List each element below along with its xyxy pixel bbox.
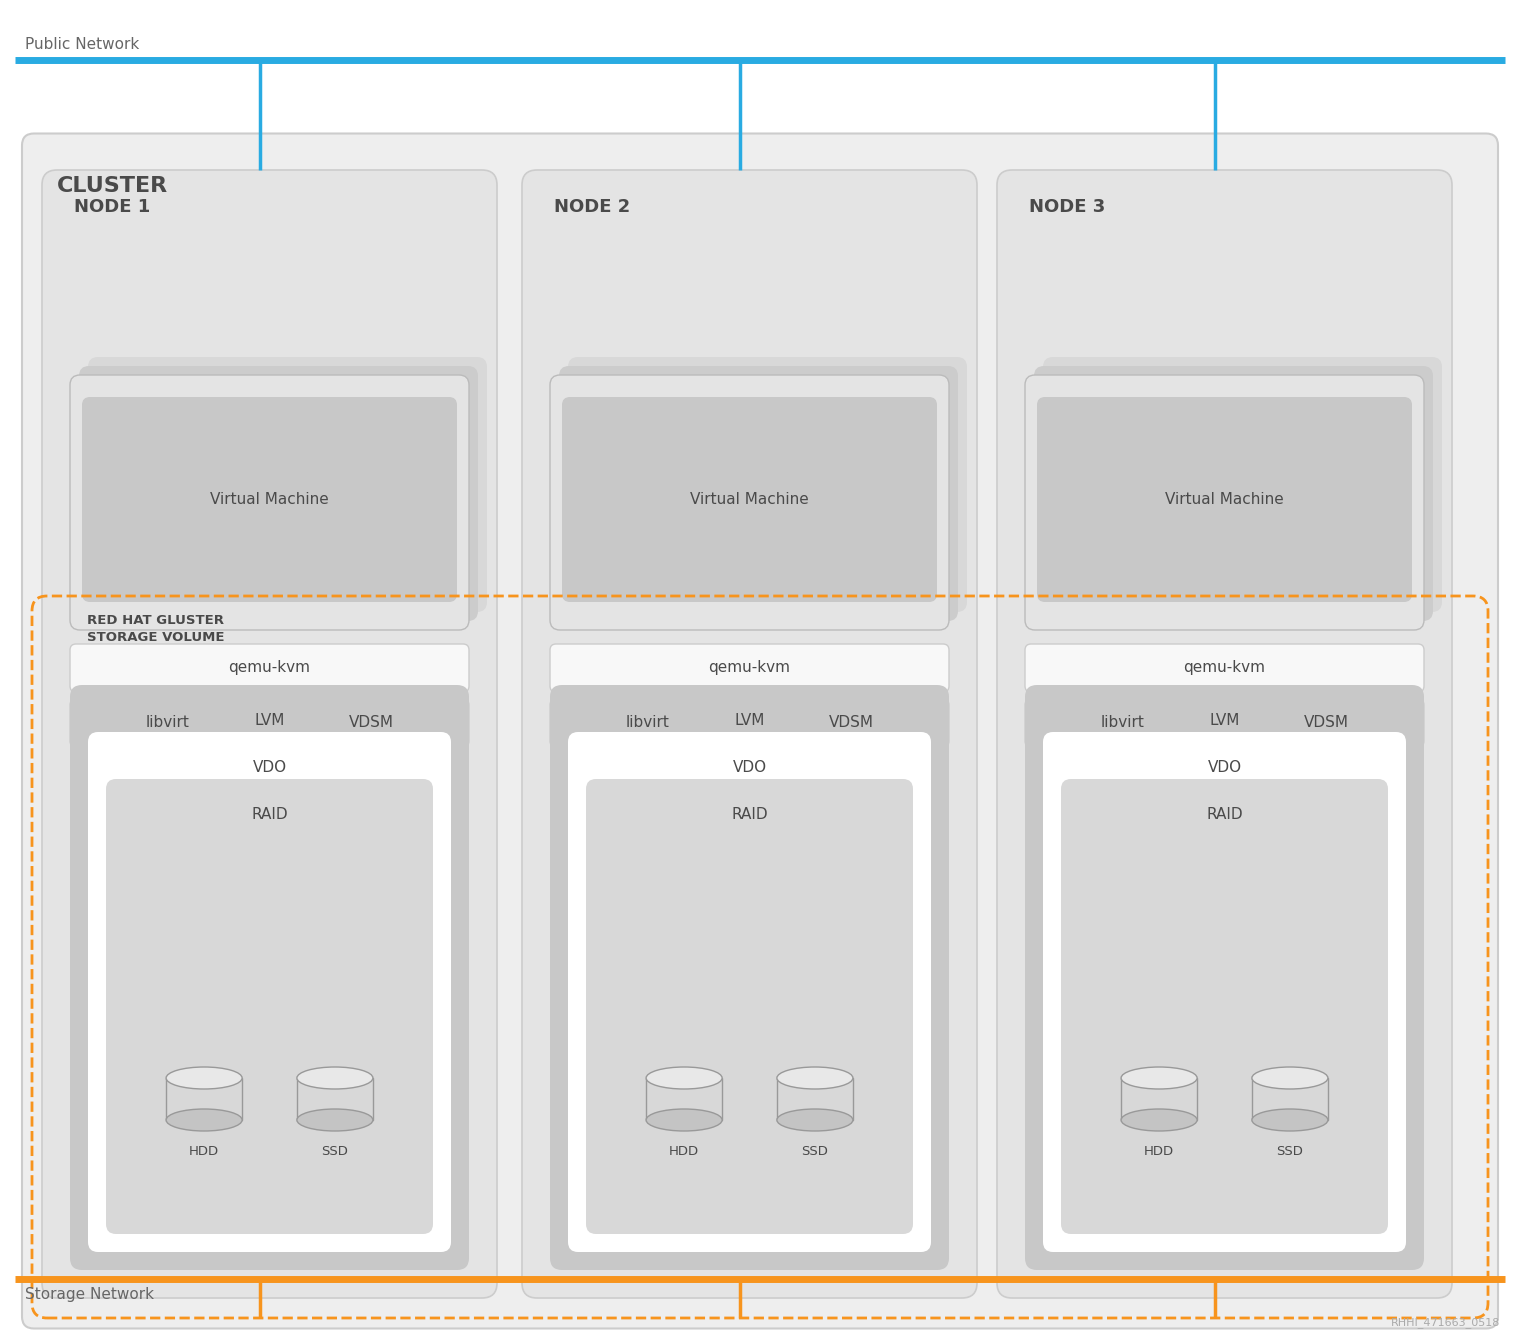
- Ellipse shape: [166, 1109, 242, 1132]
- Text: Virtual Machine: Virtual Machine: [690, 492, 809, 506]
- Bar: [777, 1078, 853, 1120]
- FancyBboxPatch shape: [559, 366, 958, 621]
- FancyBboxPatch shape: [79, 366, 477, 621]
- FancyBboxPatch shape: [88, 357, 486, 612]
- FancyBboxPatch shape: [43, 170, 497, 1299]
- FancyBboxPatch shape: [1024, 375, 1424, 631]
- Text: libvirt: libvirt: [626, 716, 670, 731]
- FancyBboxPatch shape: [562, 397, 936, 603]
- FancyBboxPatch shape: [70, 375, 470, 631]
- Text: VDSM: VDSM: [828, 716, 874, 731]
- Text: SSD: SSD: [1277, 1145, 1303, 1158]
- FancyBboxPatch shape: [550, 685, 948, 1271]
- Text: VDSM: VDSM: [348, 716, 394, 731]
- FancyBboxPatch shape: [88, 732, 451, 1252]
- Ellipse shape: [296, 1067, 372, 1089]
- Text: qemu-kvm: qemu-kvm: [228, 660, 310, 676]
- Text: RHHI_471663_0518: RHHI_471663_0518: [1391, 1317, 1500, 1328]
- Text: SSD: SSD: [321, 1145, 348, 1158]
- Ellipse shape: [646, 1109, 722, 1132]
- FancyBboxPatch shape: [568, 357, 967, 612]
- FancyBboxPatch shape: [1061, 779, 1388, 1234]
- FancyBboxPatch shape: [754, 699, 948, 747]
- Text: qemu-kvm: qemu-kvm: [1184, 660, 1266, 676]
- FancyBboxPatch shape: [1043, 357, 1442, 612]
- Text: LVM: LVM: [254, 713, 284, 728]
- Text: HDD: HDD: [188, 1145, 219, 1158]
- FancyBboxPatch shape: [70, 685, 470, 1271]
- Text: Virtual Machine: Virtual Machine: [210, 492, 328, 506]
- FancyBboxPatch shape: [1034, 366, 1433, 621]
- Text: libvirt: libvirt: [146, 716, 190, 731]
- FancyBboxPatch shape: [106, 779, 433, 1234]
- Ellipse shape: [296, 1109, 372, 1132]
- Text: NODE 2: NODE 2: [553, 198, 631, 216]
- Text: Storage Network: Storage Network: [24, 1287, 154, 1301]
- Text: RAID: RAID: [251, 807, 287, 822]
- FancyBboxPatch shape: [1043, 732, 1406, 1252]
- Ellipse shape: [166, 1067, 242, 1089]
- Bar: [1122, 1078, 1198, 1120]
- FancyBboxPatch shape: [1024, 699, 1221, 747]
- FancyBboxPatch shape: [1037, 397, 1412, 603]
- Text: RAID: RAID: [731, 807, 768, 822]
- Text: HDD: HDD: [1145, 1145, 1173, 1158]
- FancyBboxPatch shape: [568, 732, 930, 1252]
- Text: VDO: VDO: [252, 760, 287, 775]
- Text: libvirt: libvirt: [1100, 716, 1145, 731]
- Text: RED HAT GLUSTER
STORAGE VOLUME: RED HAT GLUSTER STORAGE VOLUME: [87, 615, 225, 644]
- Ellipse shape: [1252, 1109, 1328, 1132]
- FancyBboxPatch shape: [997, 170, 1452, 1299]
- FancyBboxPatch shape: [82, 397, 458, 603]
- Ellipse shape: [1122, 1067, 1198, 1089]
- Text: VDO: VDO: [1207, 760, 1242, 775]
- Text: NODE 1: NODE 1: [74, 198, 150, 216]
- Bar: [1252, 1078, 1328, 1120]
- Text: Virtual Machine: Virtual Machine: [1166, 492, 1284, 506]
- FancyBboxPatch shape: [550, 644, 948, 692]
- FancyBboxPatch shape: [550, 699, 745, 747]
- FancyBboxPatch shape: [1024, 644, 1424, 692]
- Ellipse shape: [1122, 1109, 1198, 1132]
- Text: CLUSTER: CLUSTER: [56, 175, 169, 195]
- Text: SSD: SSD: [801, 1145, 828, 1158]
- FancyBboxPatch shape: [21, 134, 1499, 1328]
- Ellipse shape: [646, 1067, 722, 1089]
- Ellipse shape: [1252, 1067, 1328, 1089]
- Text: qemu-kvm: qemu-kvm: [708, 660, 790, 676]
- FancyBboxPatch shape: [70, 699, 266, 747]
- FancyBboxPatch shape: [1228, 699, 1424, 747]
- FancyBboxPatch shape: [70, 644, 470, 692]
- Text: HDD: HDD: [669, 1145, 699, 1158]
- FancyBboxPatch shape: [521, 170, 977, 1299]
- Text: VDSM: VDSM: [1304, 716, 1348, 731]
- FancyBboxPatch shape: [1024, 685, 1424, 1271]
- Text: LVM: LVM: [734, 713, 765, 728]
- Text: LVM: LVM: [1210, 713, 1240, 728]
- FancyBboxPatch shape: [274, 699, 470, 747]
- Text: Public Network: Public Network: [24, 37, 140, 52]
- Bar: [646, 1078, 722, 1120]
- Ellipse shape: [777, 1109, 853, 1132]
- Bar: [296, 1078, 372, 1120]
- Ellipse shape: [777, 1067, 853, 1089]
- Bar: [166, 1078, 242, 1120]
- FancyBboxPatch shape: [587, 779, 914, 1234]
- Text: NODE 3: NODE 3: [1029, 198, 1105, 216]
- Text: RAID: RAID: [1207, 807, 1243, 822]
- Text: VDO: VDO: [733, 760, 766, 775]
- FancyBboxPatch shape: [550, 375, 948, 631]
